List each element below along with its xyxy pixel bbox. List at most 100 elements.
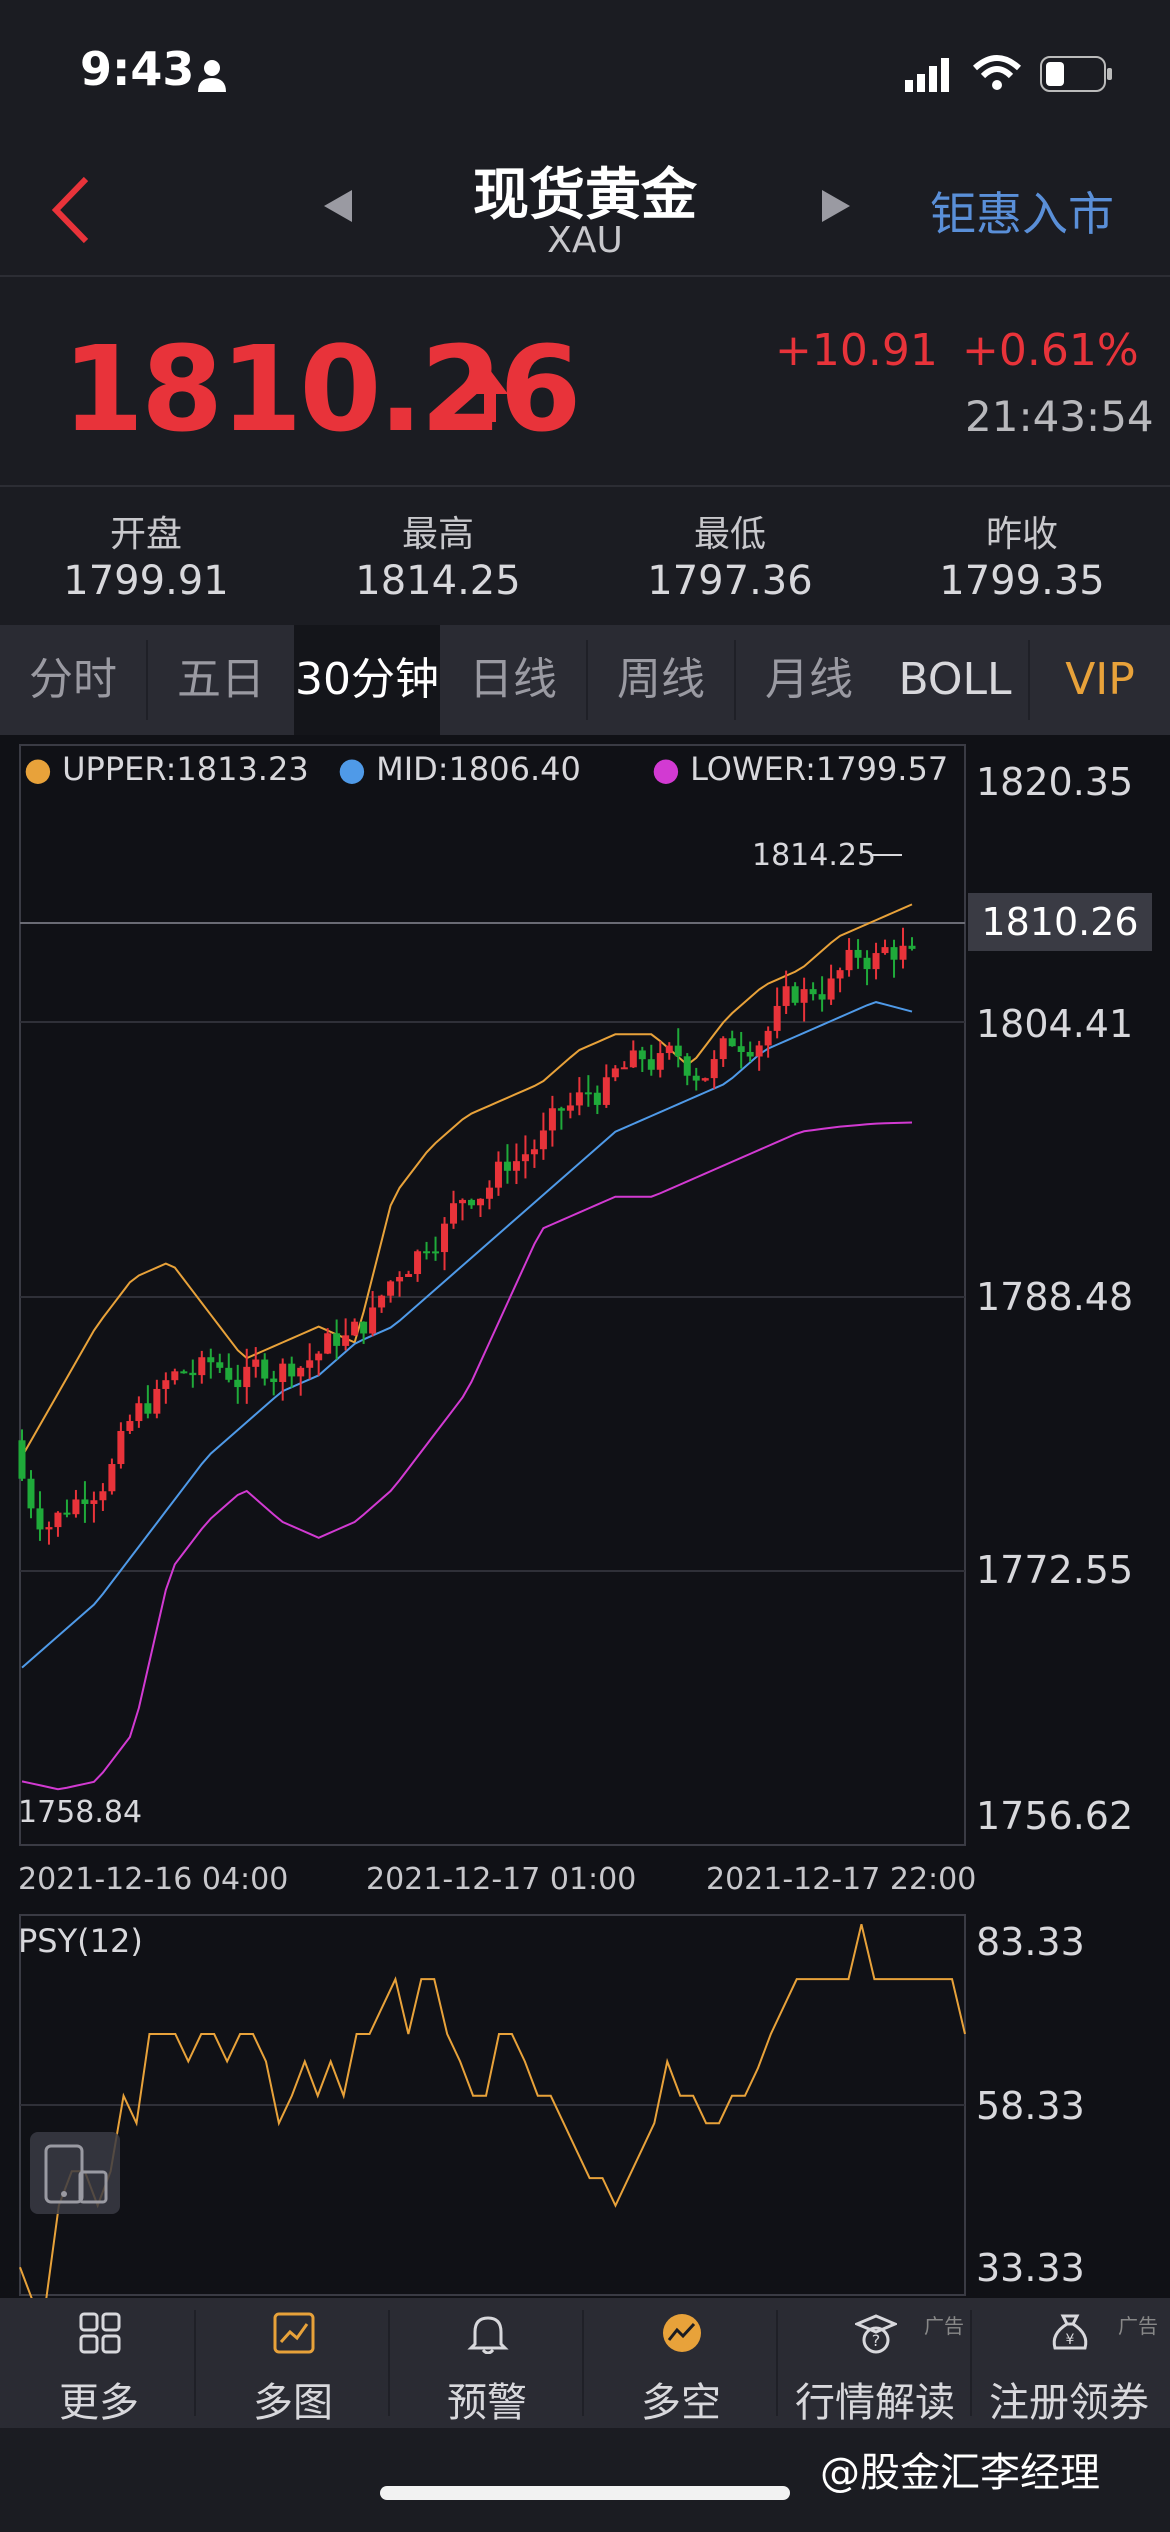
- y-axis-label: 1788.48: [976, 1275, 1134, 1319]
- candle-body: [180, 1371, 188, 1374]
- candle-body: [593, 1092, 601, 1105]
- back-arrow-icon[interactable]: [48, 175, 92, 245]
- candle-body: [692, 1075, 700, 1081]
- toolbar-divider: [776, 2310, 778, 2416]
- lower-band-line: [21, 1121, 913, 1791]
- candle-body: [387, 1281, 395, 1296]
- candle-body: [270, 1378, 278, 1383]
- tab-daily[interactable]: 日线: [469, 654, 557, 705]
- legend-upper-text: UPPER:1813.23: [62, 750, 309, 788]
- wifi-icon: [972, 55, 1022, 90]
- alert-label: 预警: [447, 2380, 527, 2426]
- next-arrow-icon[interactable]: [820, 188, 852, 224]
- battery-icon: [1040, 56, 1112, 92]
- candle-body: [512, 1161, 520, 1171]
- candle-body: [414, 1251, 422, 1275]
- candle-body: [809, 989, 817, 995]
- signal-icon: [905, 58, 949, 92]
- candle-body: [279, 1363, 287, 1383]
- candle-body: [72, 1499, 80, 1515]
- candle-body: [530, 1149, 538, 1155]
- candle-body: [243, 1366, 251, 1388]
- candle-body: [432, 1251, 440, 1254]
- promo-link[interactable]: 钜惠入市: [930, 187, 1114, 241]
- prev-close-value: 1799.35: [939, 558, 1105, 604]
- candle-body: [476, 1198, 484, 1206]
- candle-body: [198, 1357, 206, 1376]
- mid-band-line: [21, 1001, 913, 1669]
- legend-mid: ● MID:1806.40: [338, 750, 581, 788]
- candle-body: [656, 1053, 664, 1070]
- toolbar-divider: [194, 2310, 196, 2416]
- candle-body: [234, 1379, 242, 1388]
- candle-body: [665, 1045, 673, 1054]
- candle-body: [791, 986, 799, 1003]
- candle-body: [584, 1092, 592, 1095]
- upper-band-line: [21, 903, 913, 1458]
- tab-vip[interactable]: VIP: [1065, 654, 1135, 705]
- candle-body: [728, 1038, 736, 1047]
- candle-body: [252, 1359, 260, 1367]
- candle-body: [602, 1077, 610, 1105]
- prev-close-label: 昨收: [985, 514, 1058, 555]
- high-marker: 1814.25: [752, 838, 877, 873]
- up-arrow-icon: [472, 370, 508, 422]
- candle-body: [746, 1051, 754, 1057]
- divider: [0, 485, 1170, 487]
- x-axis-label: 2021-12-17 22:00: [706, 1862, 977, 1897]
- legend-mid-text: MID:1806.40: [376, 750, 581, 788]
- kline-chart[interactable]: [0, 735, 1170, 2298]
- psy-y-label: 58.33: [976, 2084, 1085, 2128]
- more-button[interactable]: 更多: [2, 2298, 196, 2428]
- candle-body: [827, 978, 835, 1000]
- open-value: 1799.91: [63, 558, 229, 604]
- high-value: 1814.25: [355, 558, 521, 604]
- x-axis-label: 2021-12-17 01:00: [366, 1862, 637, 1897]
- candle-body: [719, 1038, 727, 1060]
- high-label: 最高: [401, 514, 474, 555]
- candle-body: [144, 1403, 152, 1414]
- toolbar-divider: [582, 2310, 584, 2416]
- candle-body: [459, 1199, 467, 1204]
- candle-body: [63, 1512, 71, 1515]
- ad-tag: 广告: [924, 2314, 964, 2338]
- landscape-toggle-icon[interactable]: [30, 2132, 120, 2214]
- multi-chart-label: 多图: [253, 2380, 333, 2426]
- tab-intraday[interactable]: 分时: [29, 654, 117, 705]
- candle-body: [288, 1363, 296, 1377]
- low-marker: 1758.84: [18, 1795, 143, 1830]
- toolbar-divider: [970, 2310, 972, 2416]
- tab-weekly[interactable]: 周线: [617, 654, 705, 705]
- candle-body: [351, 1321, 359, 1336]
- multi-chart-button[interactable]: 多图: [196, 2298, 390, 2428]
- low-value: 1797.36: [647, 558, 813, 604]
- candle-body: [450, 1203, 458, 1224]
- bull-bear-button[interactable]: 多空: [584, 2298, 778, 2428]
- prev-arrow-icon[interactable]: [322, 188, 354, 224]
- current-price-tag: 1810.26: [968, 893, 1152, 951]
- candle-body: [764, 1030, 772, 1046]
- home-indicator[interactable]: [380, 2486, 790, 2500]
- candle-body: [899, 945, 907, 960]
- candle-body: [207, 1357, 215, 1363]
- market-analysis-button[interactable]: 广告 ? 行情解读: [778, 2298, 972, 2428]
- candle-body: [81, 1499, 89, 1504]
- candle-body: [782, 986, 790, 1006]
- candle-body: [324, 1333, 332, 1354]
- x-axis-label: 2021-12-16 04:00: [18, 1862, 289, 1897]
- open-label: 开盘: [109, 514, 182, 555]
- candle-body: [99, 1491, 107, 1501]
- bell-icon: [467, 2316, 509, 2354]
- page-title: 现货黄金: [473, 163, 697, 228]
- tab-boll[interactable]: BOLL: [898, 654, 1012, 705]
- more-label: 更多: [59, 2380, 139, 2426]
- candle-body: [441, 1223, 449, 1253]
- register-coupon-button[interactable]: 广告 ¥ 注册领券: [972, 2298, 1166, 2428]
- alert-button[interactable]: 预警: [390, 2298, 584, 2428]
- candle-body: [90, 1500, 98, 1504]
- tab-divider: [146, 640, 148, 720]
- tab-five-day[interactable]: 五日: [177, 654, 265, 705]
- candle-body: [503, 1161, 511, 1171]
- tab-monthly[interactable]: 月线: [765, 654, 853, 705]
- tab-30min[interactable]: 30分钟: [294, 625, 440, 735]
